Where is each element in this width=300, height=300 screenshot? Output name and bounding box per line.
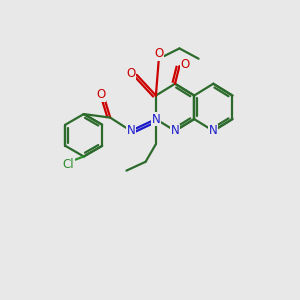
Text: N: N	[171, 124, 179, 137]
Text: O: O	[180, 58, 189, 71]
Text: O: O	[154, 47, 164, 60]
Text: N: N	[209, 124, 218, 137]
Text: Cl: Cl	[63, 158, 74, 171]
Text: O: O	[96, 88, 106, 101]
Text: O: O	[126, 67, 136, 80]
Text: N: N	[152, 112, 160, 126]
Text: N: N	[127, 124, 135, 137]
